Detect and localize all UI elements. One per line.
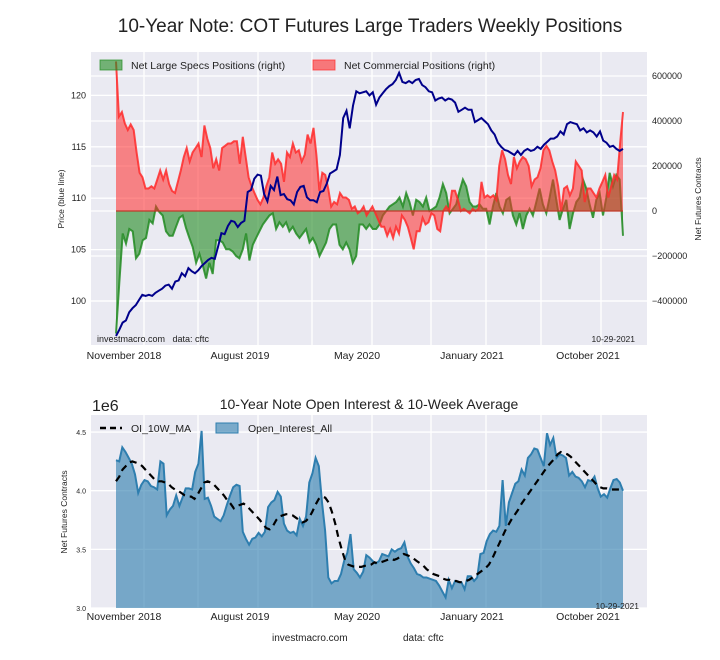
bottom-y-tick-label: 4.0 bbox=[76, 489, 86, 496]
top-date-label: 10-29-2021 bbox=[592, 334, 636, 344]
top-right-tick-label: 600000 bbox=[652, 71, 682, 81]
legend-label-open-interest: Open_Interest_All bbox=[248, 423, 332, 435]
top-x-tick-label: October 2021 bbox=[556, 350, 620, 362]
legend-swatch-commercial bbox=[312, 59, 336, 71]
top-left-axis-label: Price (blue line) bbox=[56, 169, 66, 228]
top-grid bbox=[91, 52, 647, 345]
bottom-date-label: 10-29-2021 bbox=[596, 601, 640, 611]
top-left-tick-label: 110 bbox=[72, 193, 86, 203]
top-right-tick-label: 200000 bbox=[652, 161, 682, 171]
bottom-y-tick-label: 3.5 bbox=[76, 547, 86, 554]
bottom-x-tick-label: May 2020 bbox=[334, 611, 380, 623]
ma-line bbox=[115, 450, 623, 584]
top-left-tick-label: 100 bbox=[71, 296, 86, 306]
top-left-tick-label: 120 bbox=[71, 90, 86, 100]
top-watermark: investmacro.com data: cftc bbox=[97, 334, 210, 344]
top-left-tick-label: 105 bbox=[71, 245, 86, 255]
bottom-y-tick-label: 4.5 bbox=[76, 430, 86, 437]
top-chart: Net Large Specs Positions (right) Net Co… bbox=[56, 52, 703, 362]
bottom-y-tick-labels: 3.0 3.5 4.0 4.5 bbox=[76, 430, 86, 613]
bottom-chart-title: 10-Year Note Open Interest & 10-Week Ave… bbox=[220, 396, 519, 412]
footer-data: data: cftc bbox=[403, 633, 444, 644]
top-legend: Net Large Specs Positions (right) Net Co… bbox=[99, 59, 495, 72]
top-x-tick-label: May 2020 bbox=[334, 350, 380, 362]
price-line bbox=[115, 70, 624, 337]
top-right-tick-labels: −400000 −200000 0 200000 400000 600000 bbox=[652, 71, 687, 306]
bottom-marks bbox=[115, 430, 624, 608]
top-chart-title: 10-Year Note: COT Futures Large Traders … bbox=[118, 16, 622, 37]
top-x-tick-label: November 2018 bbox=[87, 350, 162, 362]
legend-swatch-large-specs bbox=[99, 59, 123, 71]
legend-label-ma: OI_10W_MA bbox=[131, 423, 191, 435]
bottom-y-axis-label: Net Futures Contracts bbox=[59, 470, 69, 553]
top-x-tick-labels: November 2018 August 2019 May 2020 January … bbox=[87, 350, 620, 362]
bottom-chart: OI_10W_MA Open_Interest_All 10-29-2021 N… bbox=[59, 415, 647, 623]
bottom-y-offset-label: 1e6 bbox=[92, 398, 119, 415]
top-left-tick-labels: 100 105 110 115 120 bbox=[71, 90, 86, 306]
top-left-tick-label: 115 bbox=[72, 142, 86, 152]
top-right-tick-label: −200000 bbox=[652, 251, 687, 261]
bottom-x-tick-label: January 2021 bbox=[440, 611, 504, 623]
legend-swatch-open-interest bbox=[215, 422, 239, 434]
bottom-y-tick-label: 3.0 bbox=[76, 606, 86, 613]
top-right-tick-label: −400000 bbox=[652, 296, 687, 306]
top-x-tick-label: January 2021 bbox=[440, 350, 504, 362]
bottom-x-tick-labels: November 2018 August 2019 May 2020 January … bbox=[87, 611, 620, 623]
large-specs-area bbox=[116, 172, 623, 334]
top-right-tick-label: 0 bbox=[652, 206, 657, 216]
top-right-axis-label: Net Futures Contracts bbox=[693, 157, 703, 240]
open-interest-line bbox=[115, 430, 624, 601]
top-marks bbox=[115, 61, 624, 337]
legend-label-large-specs: Net Large Specs Positions (right) bbox=[131, 60, 285, 72]
bottom-legend: OI_10W_MA Open_Interest_All bbox=[100, 422, 332, 435]
commercial-area bbox=[116, 61, 623, 250]
bottom-x-tick-label: October 2021 bbox=[556, 611, 620, 623]
legend-label-commercial: Net Commercial Positions (right) bbox=[344, 60, 495, 72]
bottom-x-tick-label: November 2018 bbox=[87, 611, 162, 623]
footer-source: investmacro.com bbox=[272, 633, 348, 644]
top-right-tick-label: 400000 bbox=[652, 116, 682, 126]
top-x-tick-label: August 2019 bbox=[211, 350, 270, 362]
open-interest-area bbox=[116, 430, 623, 608]
bottom-x-tick-label: August 2019 bbox=[211, 611, 270, 623]
